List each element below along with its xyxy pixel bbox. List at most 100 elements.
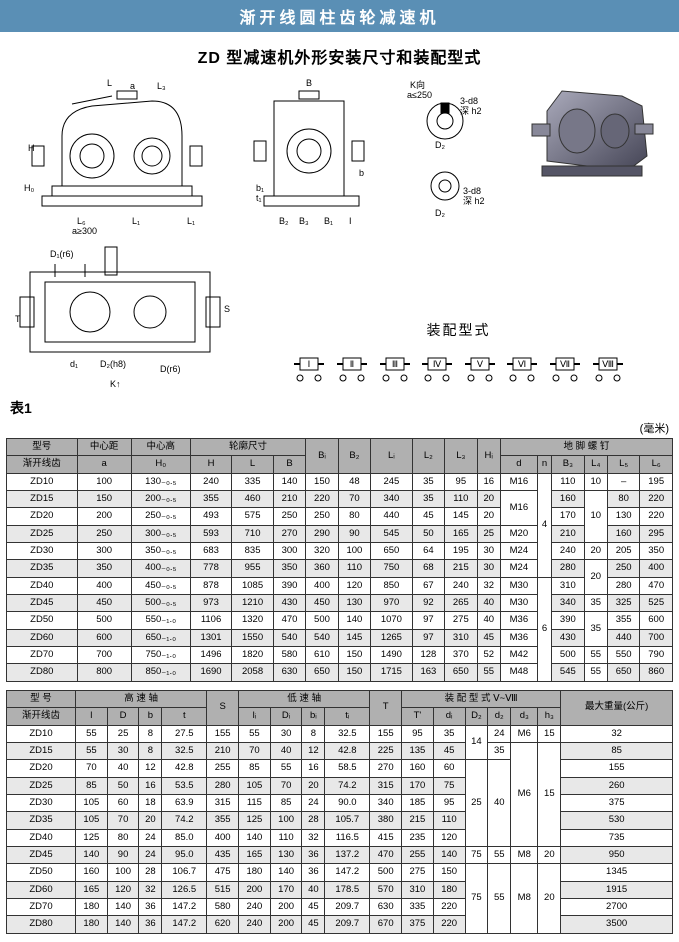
cell: M42 (500, 647, 537, 664)
cell: 120 (338, 577, 370, 594)
cell: 200 (239, 881, 271, 898)
cell: M6 (511, 725, 538, 742)
cell: 630 (370, 898, 402, 915)
drawing-shaft-end-detail: K向 a≤250 3-d8 深 h2 D₂ 3-d8 深 h2 D₂ (405, 76, 495, 236)
cell: 335 (232, 473, 274, 490)
svg-text:a: a (130, 81, 135, 91)
cell: 35 (412, 473, 444, 490)
cell: 130 (270, 846, 302, 863)
cell: 340 (370, 794, 402, 811)
cell: 50 (107, 777, 139, 794)
assembly-type-8: Ⅷ (591, 346, 625, 386)
cell: 955 (232, 560, 274, 577)
cell: 350₋₀.₅ (131, 543, 190, 560)
cell: 80 (338, 508, 370, 525)
cell: 16 (477, 473, 500, 490)
cell: 92 (412, 595, 444, 612)
cell: 1265 (371, 629, 413, 646)
cell: 32 (561, 725, 673, 742)
cell: 2700 (561, 898, 673, 915)
cell: 32.5 (162, 742, 207, 759)
cell: 370 (445, 647, 477, 664)
cell: 180 (433, 881, 465, 898)
cell: 97 (412, 629, 444, 646)
table-row: ZD40125802485.040014011032116.5415235120… (7, 829, 673, 846)
cell: 280 (552, 560, 584, 577)
cell: 40 (477, 612, 500, 629)
cell: 950 (561, 846, 673, 863)
cell: 32 (477, 577, 500, 594)
cell: 165 (76, 881, 108, 898)
cell: 390 (273, 577, 305, 594)
cell: 30 (477, 560, 500, 577)
cell: 4 (537, 473, 551, 577)
cell: 68 (412, 560, 444, 577)
cell: 470 (370, 846, 402, 863)
cell: 340 (371, 491, 413, 508)
cell: 550 (607, 647, 639, 664)
cell: 8 (302, 725, 325, 742)
cell: 210 (552, 525, 584, 542)
cell: 850₋₁.₀ (131, 664, 190, 681)
cell: 300₋₀.₅ (131, 525, 190, 542)
cell: 1820 (232, 647, 274, 664)
cell: 593 (190, 525, 232, 542)
cell: 240 (445, 577, 477, 594)
cell: 70 (107, 812, 139, 829)
cell: 1496 (190, 647, 232, 664)
cell: 360 (306, 560, 338, 577)
cell: 835 (232, 543, 274, 560)
cell: ZD60 (7, 881, 76, 898)
cell: 450 (77, 595, 131, 612)
assembly-type-7: Ⅶ (548, 346, 582, 386)
svg-text:Ⅰ: Ⅰ (308, 359, 311, 369)
cell: 58.5 (325, 760, 370, 777)
cell: 170 (402, 777, 434, 794)
t1-h-L6: L₆ (640, 456, 673, 473)
cell: 710 (232, 525, 274, 542)
cell: 245 (371, 473, 413, 490)
cell: 25 (107, 725, 139, 742)
t2-h-Tp: T' (402, 708, 434, 725)
cell: 475 (207, 864, 239, 881)
t2-h-model: 型 号 (7, 690, 76, 707)
drawing-top-view: D₁(r6) T S d₁ D₂(h8) D(r6) K↑ (10, 242, 240, 392)
cell: 195 (445, 543, 477, 560)
dimension-table-1: 型号 中心距 中心高 轮廓尺寸 Bᵢ B₂ Lᵢ L₂ L₃ Hᵢ 地 脚 螺 … (6, 438, 673, 682)
cell: 340 (552, 595, 584, 612)
cell: 1070 (371, 612, 413, 629)
t1-h-L1: Lᵢ (371, 439, 413, 474)
cell: ZD60 (7, 629, 78, 646)
cell: 850 (371, 577, 413, 594)
t1-h-H: H (190, 456, 232, 473)
cell: 170 (270, 881, 302, 898)
t2-h-involute: 渐开线齿 (7, 708, 76, 725)
assembly-type-6: Ⅵ (505, 346, 539, 386)
cell: 80 (107, 829, 139, 846)
table-row: ZD105525827.51555530832.515595351424M615… (7, 725, 673, 742)
cell: 32 (302, 829, 325, 846)
svg-text:b₁: b₁ (256, 183, 264, 193)
t2-h-t1: tᵢ (325, 708, 370, 725)
svg-text:I: I (349, 216, 352, 226)
page-title: 渐开线圆柱齿轮减速机 (239, 10, 439, 27)
cell: 600 (77, 629, 131, 646)
cell: 1320 (232, 612, 274, 629)
cell: 36 (302, 846, 325, 863)
cell: 178.5 (325, 881, 370, 898)
svg-text:H: H (28, 143, 35, 153)
cell: 300 (273, 543, 305, 560)
t2-h-l: l (76, 708, 108, 725)
cell: 1210 (232, 595, 274, 612)
cell: 575 (232, 508, 274, 525)
cell: 45 (302, 916, 325, 933)
t2-h-l1: lᵢ (239, 708, 271, 725)
t2-h-weight: 最大重量(公斤) (561, 690, 673, 725)
cell: 350 (273, 560, 305, 577)
cell: 147.2 (325, 864, 370, 881)
table-row: ZD40400450₋₀.₅87810853904001208506724032… (7, 577, 673, 594)
cell: 400 (207, 829, 239, 846)
cell: 540 (273, 629, 305, 646)
t2-h-h3: h₃ (538, 708, 561, 725)
cell: 250 (77, 525, 131, 542)
